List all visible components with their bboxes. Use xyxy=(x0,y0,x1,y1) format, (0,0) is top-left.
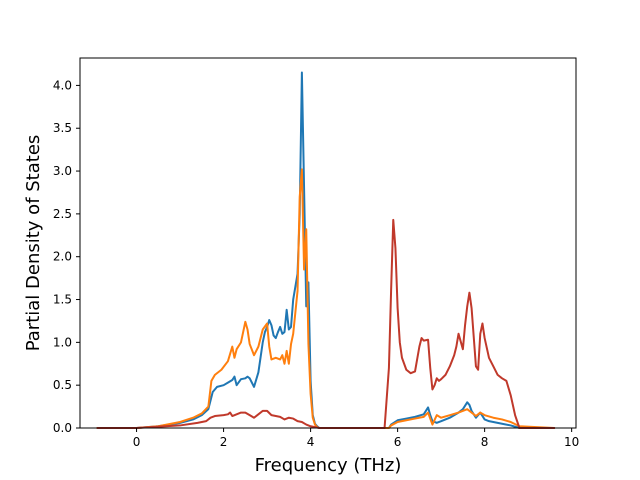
y-tick-label: 3.5 xyxy=(53,121,72,135)
plot-lines xyxy=(96,71,556,429)
y-tick-label: 2.5 xyxy=(53,207,72,221)
y-tick-label: 4.0 xyxy=(53,78,72,92)
y-tick-label: 1.5 xyxy=(53,293,72,307)
y-tick-label: 2.0 xyxy=(53,250,72,264)
x-tick-label: 2 xyxy=(220,435,228,449)
y-tick-label: 3.0 xyxy=(53,164,72,178)
x-axis-ticks: 0 2 4 6 8 10 xyxy=(133,428,579,449)
y-tick-label: 0.5 xyxy=(53,378,72,392)
plot-frame xyxy=(79,57,577,429)
series-line-1 xyxy=(96,71,556,429)
x-tick-label: 10 xyxy=(564,435,579,449)
x-axis-label: Frequency (THz) xyxy=(255,455,402,476)
x-tick-label: 8 xyxy=(481,435,489,449)
y-tick-label: 1.0 xyxy=(53,335,72,349)
series-line-3 xyxy=(96,218,556,429)
x-tick-label: 4 xyxy=(307,435,315,449)
x-tick-label: 6 xyxy=(394,435,402,449)
y-axis-label: Partial Density of States xyxy=(23,135,44,352)
x-tick-label: 0 xyxy=(133,435,141,449)
y-tick-label: 0.0 xyxy=(53,421,72,435)
series-line-2 xyxy=(96,168,556,429)
y-axis-ticks: 0.0 0.5 1.0 1.5 2.0 2.5 3.0 3.5 4.0 xyxy=(53,78,80,435)
